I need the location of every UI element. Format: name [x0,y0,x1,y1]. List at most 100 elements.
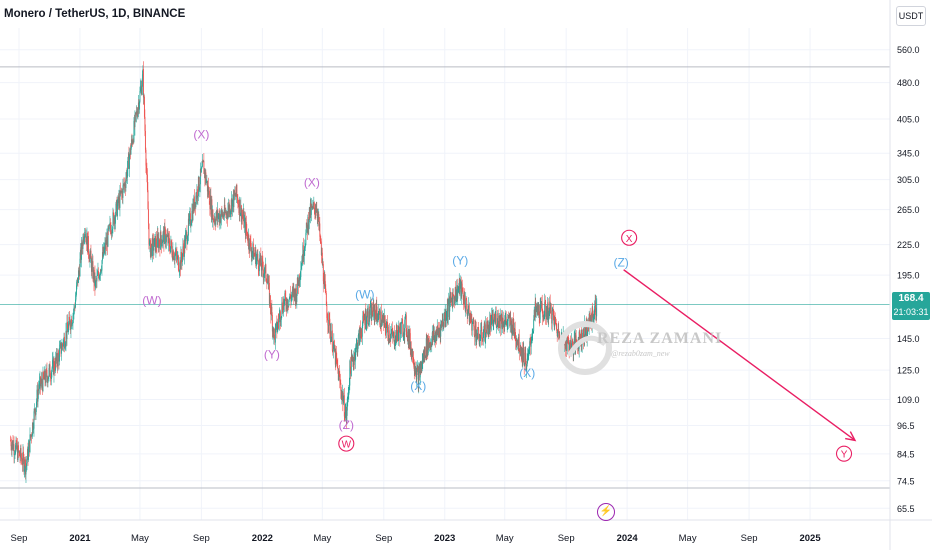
candle-body [413,366,415,372]
candle-body [317,215,319,219]
candle-body [469,315,471,322]
candle-body [201,161,203,167]
candle-body [438,330,440,332]
time-tick-label: Sep [11,533,28,544]
candle-body [452,295,454,307]
candle-body [306,222,308,225]
candle-body [390,332,392,334]
candle-body [68,316,70,325]
candle-body [544,301,546,317]
candle-body [336,358,338,361]
candle-body [245,222,247,235]
candle-body [586,322,588,339]
candle-body [484,323,486,341]
candle-body [280,316,282,320]
candle-body [284,293,286,298]
candle-body [520,350,522,354]
candle-body [420,361,422,373]
candle-body [387,326,389,336]
candle-body [256,256,258,259]
candle-body [107,227,109,230]
candle-body [73,313,74,316]
candle-body [574,335,576,339]
candle-body [87,236,89,253]
candle-body [160,239,162,247]
candle-body [354,354,356,362]
candle-body [58,352,59,354]
candle-body [485,324,487,338]
candle-body [207,185,209,195]
candle-body [202,160,204,162]
candle-body [163,230,165,244]
candle-body [418,368,420,370]
candle-body [444,312,446,320]
candle-body [227,210,229,219]
candle-body [38,388,40,390]
candle-body [302,245,304,259]
candle-body [182,246,184,255]
candle-body [188,215,190,222]
candle-body [579,331,581,337]
price-axis[interactable]: 560.0 480.0 405.0 345.0 305.0 265.0 225.0 195.0… [889,0,920,550]
lightning-icon[interactable]: ⚡ [597,503,615,521]
candle-body [354,353,356,362]
candle-body [83,236,84,243]
candle-body [310,205,312,215]
candle-body [293,289,295,298]
candle-body [321,252,323,265]
time-axis[interactable]: Sep 2021 May Sep 2022 May Sep 2023 May Sep 2024 May… [0,519,932,544]
candle-body [360,332,362,334]
candle-body [63,340,64,347]
candle-body [149,240,151,257]
candle-body [595,302,597,315]
candle-body [168,238,170,247]
candle-body [415,371,417,373]
candle-body [287,305,289,308]
candle-body [285,297,287,306]
candle-body [464,307,466,311]
candle-body [106,236,108,245]
candle-body [450,296,452,299]
candle-body [441,321,443,325]
candle-body [19,455,21,458]
candle-body [472,321,474,323]
candle-body [378,312,380,319]
candle-body [43,377,45,380]
candle-body [204,172,206,179]
candle-body [103,246,105,253]
candle-body [242,216,244,218]
candle-body [253,252,255,255]
candle-body [153,246,155,251]
candle-body [79,258,81,277]
candle-body [481,338,483,341]
candle-body [107,227,109,247]
candle-body [211,199,213,220]
candle-body [313,202,315,209]
candle-body [328,313,330,326]
candle-body [74,307,76,309]
candle-body [550,304,552,319]
candle-body [521,347,523,356]
candle-body [206,180,208,192]
candle-body [235,184,237,196]
candle-body [37,389,38,402]
candle-body [348,387,350,396]
candle-body [509,316,511,326]
candle-body [151,243,153,257]
candle-body [166,234,168,237]
candle-body [131,140,133,144]
candle-body [353,358,355,365]
candle-body [508,316,510,318]
candle-body [403,331,405,336]
candle-body [243,211,245,228]
candle-body [518,334,520,352]
candle-body [187,218,189,236]
candle-body [154,236,156,252]
candle-body [117,196,119,203]
candle-body [246,230,248,233]
candle-body [57,352,59,367]
candle-body [157,237,159,249]
candle-body [451,298,453,307]
currency-unit-button[interactable]: USDT [896,6,926,26]
